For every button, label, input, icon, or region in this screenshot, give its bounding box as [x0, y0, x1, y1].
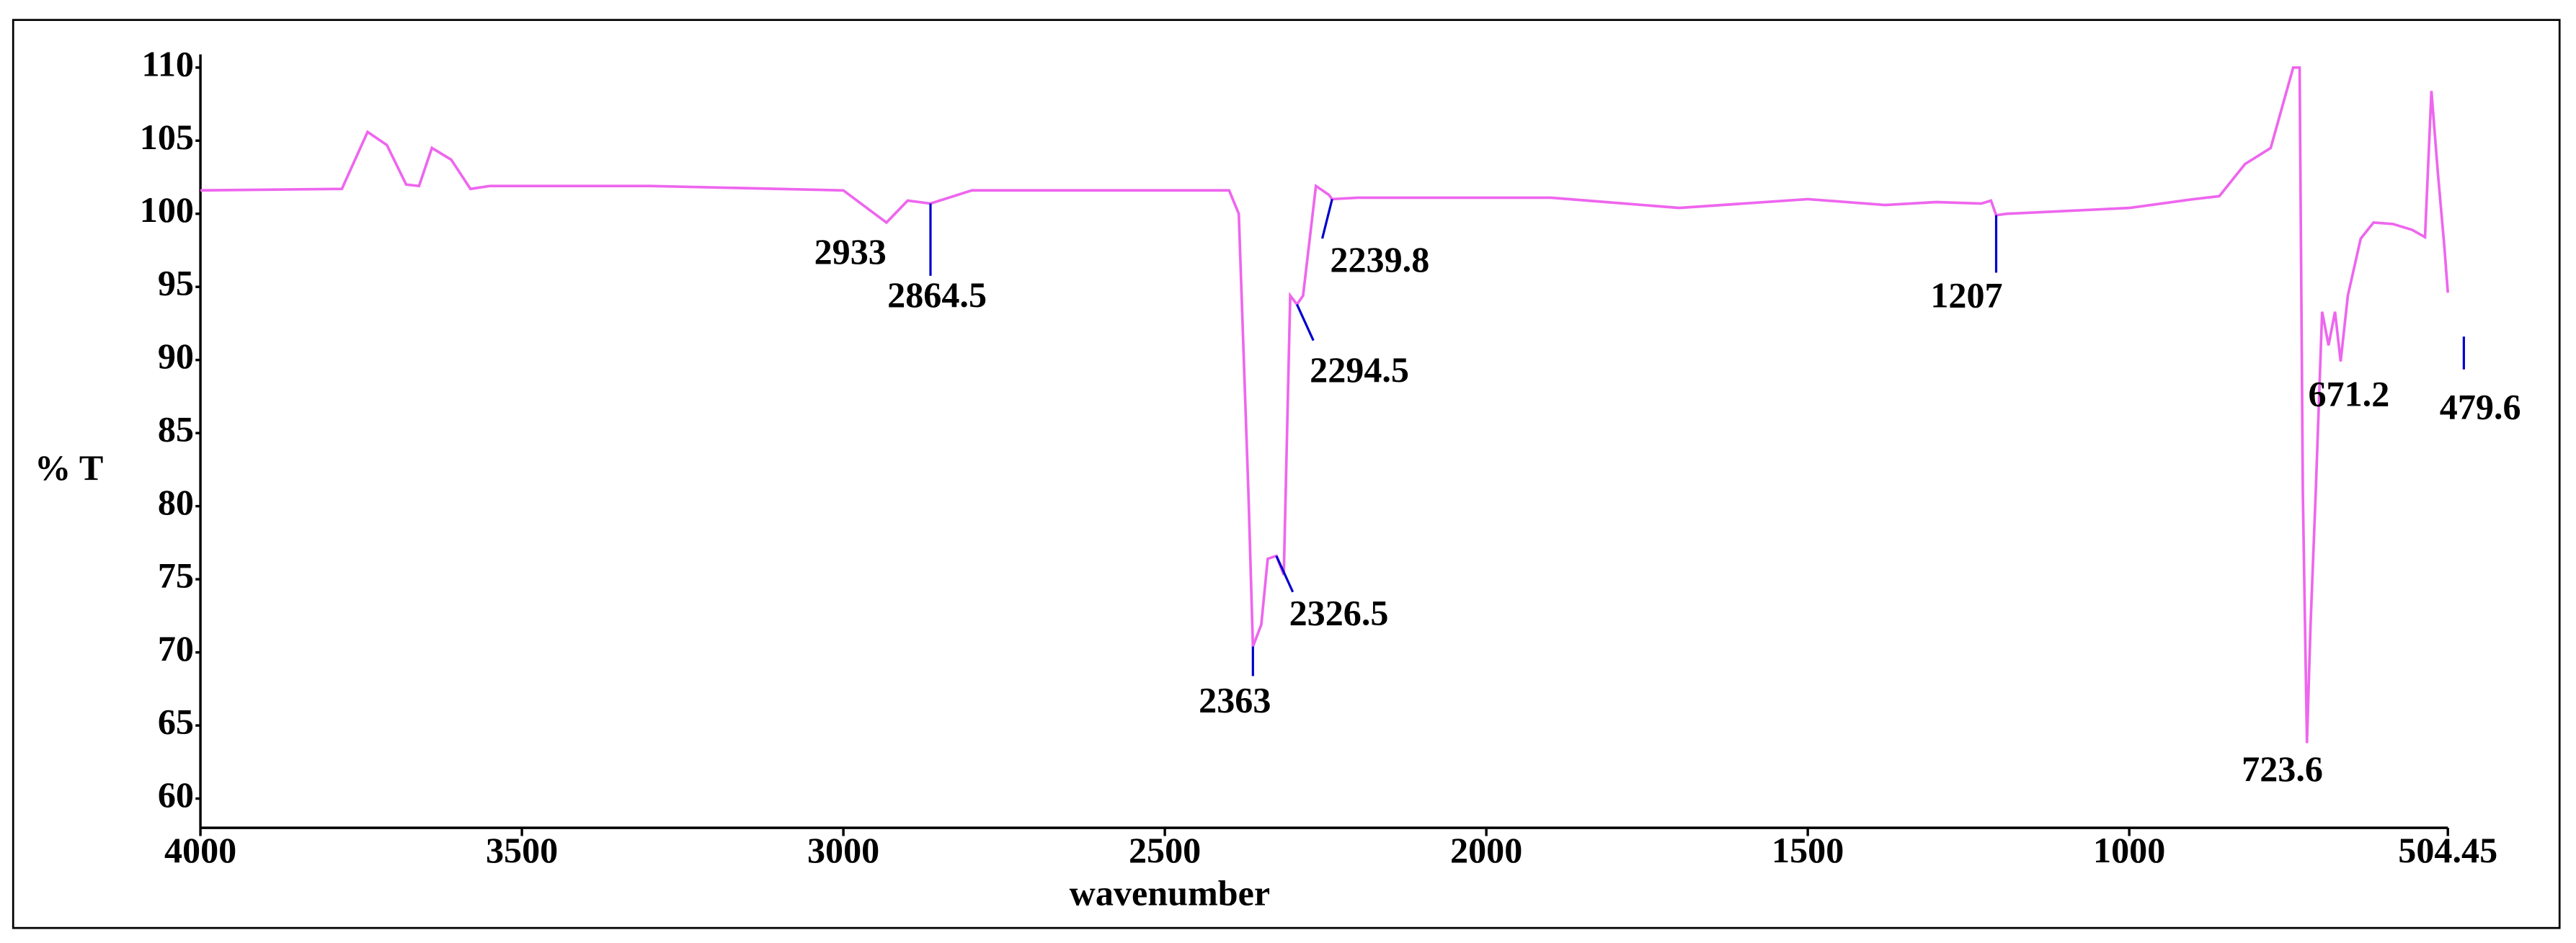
y-tick-label: 85: [158, 409, 194, 450]
annotation-label: 2363: [1199, 680, 1271, 720]
frame: [12, 19, 2561, 929]
y-tick-label: 70: [158, 628, 194, 669]
x-tick-label: 1000: [2093, 830, 2165, 870]
annotation-label: 1207: [1930, 275, 2002, 316]
annotation-label: 2239.8: [1330, 239, 1429, 280]
y-tick-label: 100: [140, 189, 194, 230]
y-tick-label: 90: [158, 336, 194, 376]
annotation-label: 2864.5: [887, 274, 987, 315]
x-tick-label: 504.45: [2398, 830, 2497, 870]
annotation-leader: [1275, 555, 1294, 593]
y-tick-label: 75: [158, 555, 194, 596]
x-tick-label: 2500: [1129, 830, 1201, 870]
annotation-label: 2933: [814, 231, 887, 272]
x-tick-label: 4000: [164, 830, 236, 870]
spectrum-line: [200, 66, 2450, 743]
y-tick-label: 80: [158, 482, 194, 522]
x-tick-label: 3000: [807, 830, 879, 870]
y-tick-label: 105: [140, 117, 194, 157]
y-tick-label: 110: [142, 43, 194, 84]
annotation-leader: [1321, 199, 1333, 239]
x-axis-label: wavenumber: [1070, 872, 1270, 913]
x-tick-label: 3500: [486, 830, 558, 870]
annotation-leader: [1295, 303, 1315, 341]
annotation-label: 479.6: [2440, 386, 2521, 426]
y-tick-label: 60: [158, 774, 194, 815]
x-tick-label: 2000: [1450, 830, 1522, 870]
annotation-label: 671.2: [2308, 373, 2389, 414]
x-tick-label: 1500: [1772, 830, 1844, 870]
annotation-label: 2326.5: [1289, 592, 1389, 633]
y-axis-label: % T: [35, 447, 103, 488]
y-tick-label: 65: [158, 702, 194, 742]
annotation-label: 2294.5: [1310, 349, 1409, 390]
y-tick-label: 95: [158, 263, 194, 303]
annotation-label: 723.6: [2242, 748, 2323, 789]
